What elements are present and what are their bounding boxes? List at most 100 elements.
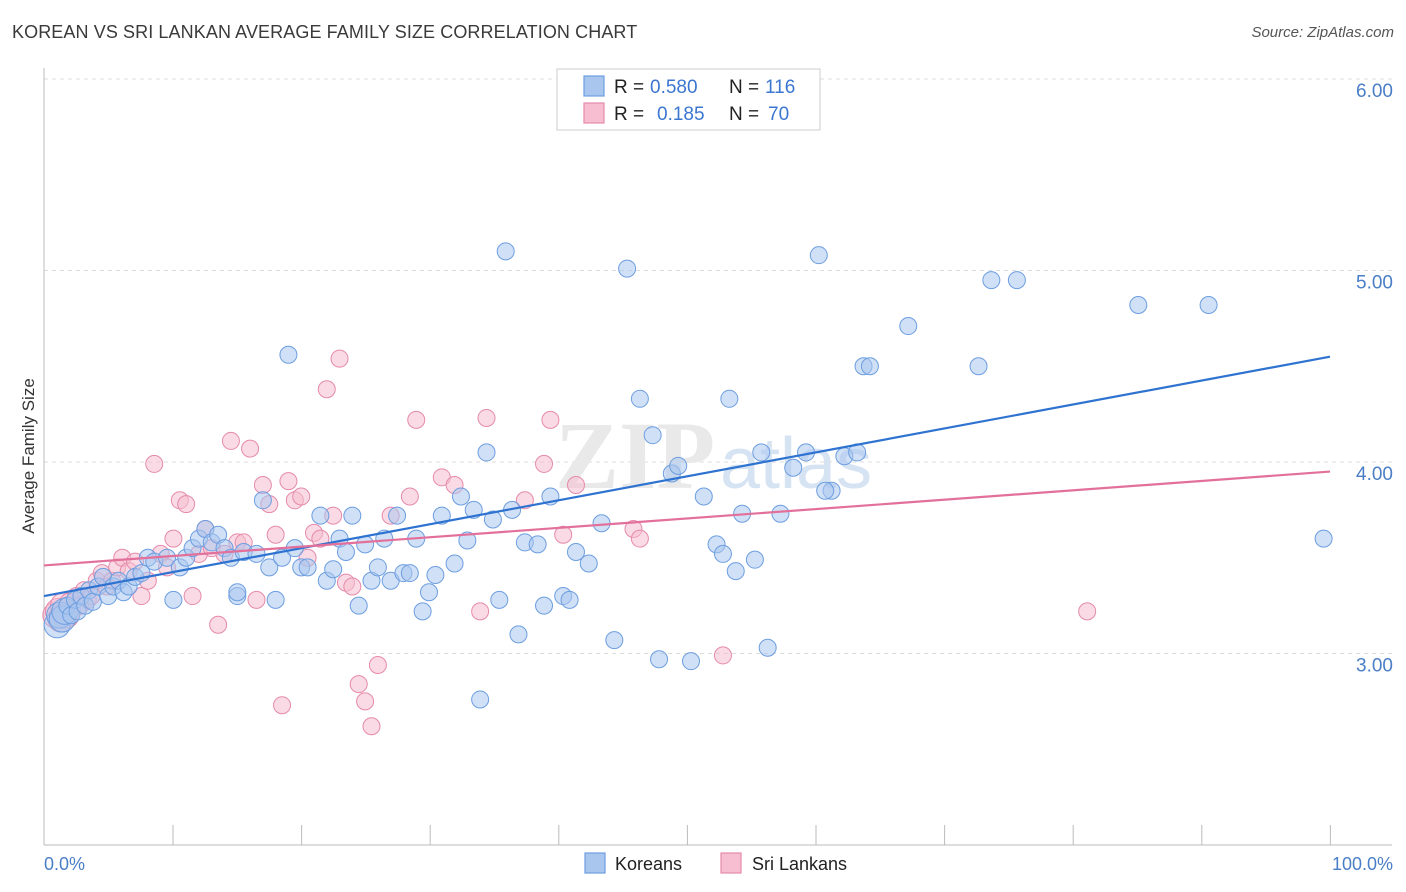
korean-point-78 <box>535 596 554 615</box>
korean-point-115 <box>1129 295 1148 314</box>
srilankan-point-45 <box>292 487 311 506</box>
srilankan-point-69 <box>566 475 585 494</box>
srilankan-point-53 <box>343 577 362 596</box>
y-tick-label-3: 6.00 <box>1356 81 1393 102</box>
korean-point-67 <box>458 531 477 550</box>
srilankan-point-63 <box>471 602 490 621</box>
legend-swatch-koreans <box>583 75 605 97</box>
srilankan-point-32 <box>209 615 228 634</box>
srilankan-point-54 <box>349 675 368 694</box>
korean-point-97 <box>726 562 745 581</box>
srilankan-point-72 <box>713 646 732 665</box>
korean-point-92 <box>682 652 700 671</box>
srilankan-point-27 <box>177 495 196 514</box>
gridlines <box>44 78 1392 654</box>
korean-point-112 <box>969 357 988 376</box>
korean-point-62 <box>420 583 439 602</box>
legend-r-label-koreans: R = <box>614 77 644 98</box>
srilankan-point-55 <box>356 692 375 711</box>
korean-point-81 <box>560 590 579 609</box>
korean-point-86 <box>618 259 637 278</box>
srilankan-point-66 <box>535 454 554 473</box>
trend-line-srilankans <box>43 470 1331 567</box>
srilankan-point-20 <box>132 587 151 606</box>
srilankan-point-65 <box>515 491 534 510</box>
korean-point-66 <box>451 487 470 506</box>
legend-swatch-srilankans <box>583 102 605 124</box>
srilankan-point-73 <box>1078 602 1097 621</box>
korean-point-72 <box>490 590 509 609</box>
y-tick-label-2: 5.00 <box>1356 273 1393 294</box>
korean-point-64 <box>432 506 451 525</box>
srilankan-point-28 <box>183 587 202 606</box>
korean-point-54 <box>368 558 387 577</box>
korean-point-11 <box>83 592 102 611</box>
korean-point-50 <box>343 506 362 525</box>
srilankan-point-51 <box>330 349 349 368</box>
korean-point-38 <box>260 558 279 577</box>
korean-point-77 <box>528 535 547 554</box>
korean-point-51 <box>349 596 368 615</box>
korean-point-44 <box>298 558 317 577</box>
korean-point-75 <box>509 625 528 644</box>
korean-point-70 <box>477 443 496 462</box>
axes <box>43 68 1392 846</box>
korean-point-24 <box>164 590 183 609</box>
korean-point-116 <box>1199 295 1218 314</box>
y-tick-label-0: 3.00 <box>1356 656 1393 677</box>
srilankan-point-37 <box>241 439 260 458</box>
korean-point-73 <box>496 242 515 261</box>
series-legend: Koreans Sri Lankans <box>584 852 847 874</box>
korean-point-100 <box>752 443 771 462</box>
trend-lines <box>43 355 1331 598</box>
korean-point-82 <box>566 543 585 562</box>
korean-point-47 <box>324 560 343 579</box>
srilankan-point-41 <box>266 525 285 544</box>
srilankan-point-64 <box>477 408 496 427</box>
korean-point-89 <box>650 650 669 669</box>
srilankan-point-25 <box>164 529 183 548</box>
srilankan-point-56 <box>362 717 381 736</box>
srilankan-point-68 <box>554 525 573 544</box>
korean-point-95 <box>713 544 732 563</box>
korean-point-59 <box>400 564 419 583</box>
korean-point-69 <box>471 690 490 709</box>
legend-n-label-koreans: N = <box>729 77 759 98</box>
korean-point-110 <box>860 357 879 376</box>
korean-point-63 <box>426 565 445 584</box>
y-tick-labels: 3.00 4.00 5.00 6.00 <box>1356 81 1393 677</box>
korean-point-91 <box>669 456 688 475</box>
bottom-legend-label-koreans: Koreans <box>615 854 682 874</box>
korean-point-101 <box>758 638 777 657</box>
korean-point-93 <box>694 487 713 506</box>
korean-point-85 <box>605 631 624 650</box>
legend-n-value-koreans: 116 <box>765 77 795 98</box>
korean-point-99 <box>745 550 764 569</box>
korean-point-41 <box>279 345 298 364</box>
korean-point-45 <box>311 506 330 525</box>
korean-point-39 <box>266 590 285 609</box>
korean-point-114 <box>1007 271 1026 290</box>
legend-n-label-srilankans: N = <box>729 104 759 125</box>
korean-point-119 <box>228 583 247 602</box>
korean-point-68 <box>464 500 483 519</box>
y-tick-label-1: 4.00 <box>1356 464 1393 485</box>
korean-point-113 <box>982 271 1001 290</box>
stats-legend: R = 0.580 N = 116 R = 0.185 N = 70 <box>556 68 821 131</box>
korean-point-71 <box>483 510 502 529</box>
srilankan-point-57 <box>368 655 387 674</box>
korean-point-117 <box>1314 529 1333 548</box>
srilankan-point-43 <box>279 472 298 491</box>
chart-source: Source: ZipAtlas.com <box>1251 24 1394 41</box>
korean-point-61 <box>413 602 432 621</box>
korean-point-87 <box>630 389 649 408</box>
bottom-legend-swatch-koreans <box>584 852 606 874</box>
korean-point-118 <box>816 481 835 500</box>
legend-r-label-srilankans: R = <box>614 104 644 125</box>
x-tick-label-0: 0.0% <box>44 854 85 874</box>
srilankan-point-34 <box>221 431 240 450</box>
srilankan-point-71 <box>630 529 649 548</box>
srilankan-point-67 <box>541 410 560 429</box>
x-tick-labels: 0.0% 100.0% <box>44 854 1393 874</box>
